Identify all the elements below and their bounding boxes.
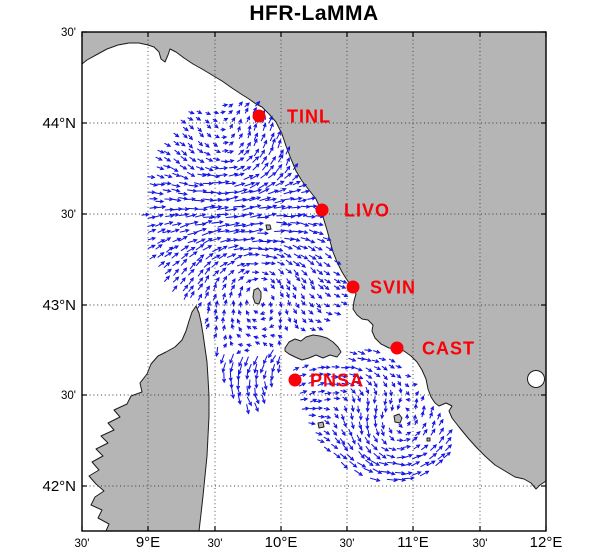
map-border: [81, 31, 547, 532]
station-label-SVIN: SVIN: [370, 278, 416, 298]
radar-stations: TINL LIVO SVIN CAST PNSA: [252, 107, 475, 391]
x-axis-label: 10°E: [265, 534, 298, 551]
land-gorgona: [265, 224, 272, 231]
station-label-LIVO: LIVO: [344, 201, 390, 221]
vector-patch-north-ligurian-field: [141, 100, 349, 355]
x-axis-label: 30': [75, 538, 90, 550]
station-marker-SVIN: [346, 280, 360, 294]
y-axis-label: 30': [61, 390, 76, 402]
station-marker-LIVO: [315, 203, 329, 217]
station-marker-TINL: [252, 109, 266, 123]
y-axis-label: 44°N: [42, 115, 76, 132]
axis-ticks: [81, 31, 547, 531]
y-axis-label: 42°N: [42, 478, 76, 495]
land-masses: [81, 31, 547, 532]
land-elba: [284, 334, 342, 361]
land-giglio: [393, 413, 403, 424]
figure-title: HFR-LaMMA: [249, 2, 379, 25]
station-marker-PNSA: [288, 373, 302, 387]
vector-patch-corsica-channel-field: [215, 346, 281, 415]
vector-patch-south-tuscan-field: [292, 348, 453, 483]
graticule-grid: [82, 32, 546, 531]
x-axis-label: 30': [208, 538, 223, 550]
y-axis-label: 30': [61, 27, 76, 39]
land-mainland: [81, 31, 547, 490]
station-marker-CAST: [390, 341, 404, 355]
coastal-lagoon: [527, 370, 545, 388]
station-label-CAST: CAST: [422, 339, 475, 359]
x-axis-label: 9°E: [136, 534, 160, 551]
y-axis-label: 30': [61, 209, 76, 221]
axis-labels: 30' 9°E 30' 10°E 30' 11°E 30' 12°E 30' 44°N 30' 43°…: [42, 27, 562, 551]
land-argentario_islet: [426, 437, 431, 442]
land-montecristo: [317, 421, 325, 429]
current-vectors: [141, 100, 453, 483]
station-label-PNSA: PNSA: [310, 371, 364, 391]
x-axis-label: 30': [473, 538, 488, 550]
x-axis-label: 30': [340, 538, 355, 550]
station-label-TINL: TINL: [287, 107, 331, 127]
land-corsica: [88, 305, 210, 532]
land-capraia: [252, 287, 262, 305]
x-axis-label: 12°E: [530, 534, 563, 551]
y-axis-label: 43°N: [42, 297, 76, 314]
x-axis-label: 11°E: [397, 534, 429, 551]
